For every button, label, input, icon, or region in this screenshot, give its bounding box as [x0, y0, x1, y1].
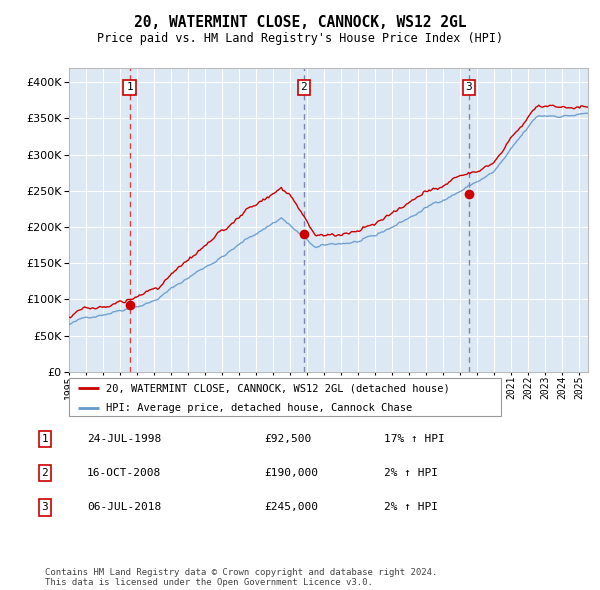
Text: £92,500: £92,500 [264, 434, 311, 444]
Text: £245,000: £245,000 [264, 503, 318, 512]
Text: 20, WATERMINT CLOSE, CANNOCK, WS12 2GL (detached house): 20, WATERMINT CLOSE, CANNOCK, WS12 2GL (… [106, 384, 449, 394]
Text: 1: 1 [41, 434, 49, 444]
Text: 24-JUL-1998: 24-JUL-1998 [87, 434, 161, 444]
Text: £190,000: £190,000 [264, 468, 318, 478]
Text: 3: 3 [41, 503, 49, 512]
Text: 2: 2 [41, 468, 49, 478]
Text: 17% ↑ HPI: 17% ↑ HPI [384, 434, 445, 444]
Text: 16-OCT-2008: 16-OCT-2008 [87, 468, 161, 478]
Text: Contains HM Land Registry data © Crown copyright and database right 2024.: Contains HM Land Registry data © Crown c… [45, 568, 437, 577]
Text: 3: 3 [466, 83, 472, 93]
Text: This data is licensed under the Open Government Licence v3.0.: This data is licensed under the Open Gov… [45, 578, 373, 587]
Text: 20, WATERMINT CLOSE, CANNOCK, WS12 2GL: 20, WATERMINT CLOSE, CANNOCK, WS12 2GL [134, 15, 466, 30]
Text: HPI: Average price, detached house, Cannock Chase: HPI: Average price, detached house, Cann… [106, 402, 412, 412]
Text: 2: 2 [300, 83, 307, 93]
Text: Price paid vs. HM Land Registry's House Price Index (HPI): Price paid vs. HM Land Registry's House … [97, 32, 503, 45]
Text: 2% ↑ HPI: 2% ↑ HPI [384, 503, 438, 512]
Text: 1: 1 [126, 83, 133, 93]
Text: 2% ↑ HPI: 2% ↑ HPI [384, 468, 438, 478]
Text: 06-JUL-2018: 06-JUL-2018 [87, 503, 161, 512]
